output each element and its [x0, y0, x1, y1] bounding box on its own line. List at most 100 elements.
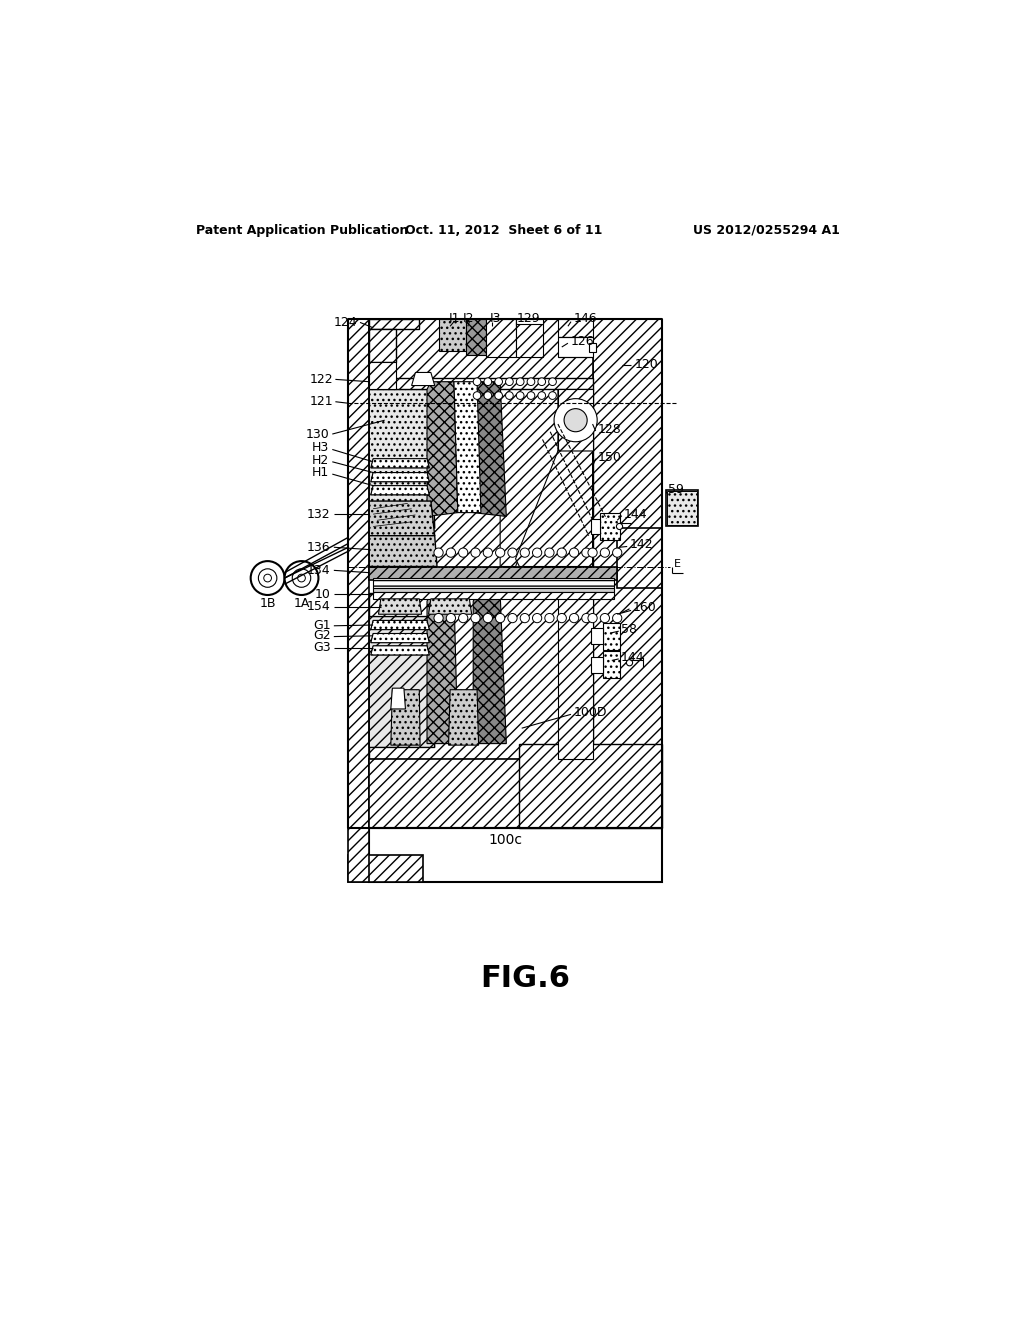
Polygon shape — [454, 381, 481, 512]
Circle shape — [434, 548, 443, 557]
Polygon shape — [500, 389, 558, 566]
Circle shape — [471, 614, 480, 623]
Polygon shape — [348, 829, 370, 882]
Circle shape — [532, 614, 542, 623]
Text: FIG.6: FIG.6 — [480, 964, 569, 993]
Text: 1B: 1B — [259, 597, 275, 610]
Polygon shape — [348, 855, 423, 882]
Circle shape — [471, 548, 480, 557]
Polygon shape — [370, 594, 593, 759]
Circle shape — [298, 574, 305, 582]
Circle shape — [264, 574, 271, 582]
Polygon shape — [558, 594, 593, 759]
Circle shape — [484, 378, 492, 385]
Polygon shape — [438, 318, 466, 351]
Circle shape — [506, 392, 513, 400]
Polygon shape — [370, 616, 435, 747]
Circle shape — [554, 399, 597, 442]
Text: I2: I2 — [463, 312, 475, 325]
Bar — [591, 628, 602, 644]
Bar — [600, 512, 620, 540]
Circle shape — [564, 409, 587, 432]
Circle shape — [527, 392, 535, 400]
Polygon shape — [373, 578, 614, 589]
Polygon shape — [373, 589, 614, 591]
Polygon shape — [370, 378, 593, 389]
Circle shape — [495, 392, 503, 400]
Circle shape — [483, 614, 493, 623]
Text: 124: 124 — [334, 315, 357, 329]
Polygon shape — [593, 318, 662, 829]
Text: 130: 130 — [305, 428, 330, 441]
Circle shape — [251, 561, 285, 595]
Polygon shape — [379, 599, 422, 614]
Circle shape — [483, 548, 493, 557]
Circle shape — [496, 614, 505, 623]
Polygon shape — [519, 743, 662, 829]
Circle shape — [538, 392, 546, 400]
Circle shape — [484, 392, 492, 400]
Text: 10: 10 — [315, 587, 331, 601]
Polygon shape — [515, 321, 543, 358]
Text: Patent Application Publication: Patent Application Publication — [196, 223, 409, 236]
Text: 144: 144 — [621, 651, 645, 664]
Text: E: E — [674, 560, 680, 569]
Text: 120: 120 — [635, 358, 658, 371]
Polygon shape — [486, 318, 515, 358]
Circle shape — [538, 378, 546, 385]
Text: 128: 128 — [598, 422, 622, 436]
Text: 59: 59 — [668, 483, 684, 496]
Polygon shape — [558, 337, 593, 358]
Circle shape — [557, 548, 566, 557]
Text: 126: 126 — [571, 335, 595, 348]
Text: G2: G2 — [313, 630, 331, 643]
Circle shape — [545, 548, 554, 557]
Circle shape — [600, 548, 609, 557]
Polygon shape — [370, 318, 419, 330]
Polygon shape — [370, 363, 396, 389]
Text: 100c: 100c — [488, 833, 522, 847]
Circle shape — [459, 614, 468, 623]
Text: H3: H3 — [312, 441, 330, 454]
Text: 122: 122 — [309, 372, 333, 385]
Circle shape — [532, 548, 542, 557]
Polygon shape — [391, 689, 420, 744]
Circle shape — [495, 378, 503, 385]
Polygon shape — [348, 318, 370, 829]
Text: 144: 144 — [624, 508, 647, 520]
Text: 134: 134 — [307, 564, 331, 577]
Polygon shape — [370, 759, 662, 829]
Polygon shape — [427, 381, 458, 516]
Polygon shape — [371, 620, 429, 630]
Polygon shape — [558, 389, 593, 451]
Polygon shape — [466, 318, 486, 355]
Text: US 2012/0255294 A1: US 2012/0255294 A1 — [692, 223, 840, 236]
Text: G1: G1 — [313, 619, 331, 631]
Polygon shape — [427, 594, 458, 743]
Polygon shape — [371, 486, 429, 495]
Text: 150: 150 — [598, 450, 622, 463]
Bar — [602, 623, 620, 649]
Text: G3: G3 — [313, 640, 331, 653]
Polygon shape — [370, 389, 593, 566]
Circle shape — [434, 614, 443, 623]
Circle shape — [473, 392, 481, 400]
Circle shape — [459, 548, 468, 557]
Polygon shape — [412, 372, 435, 385]
Text: Oct. 11, 2012  Sheet 6 of 11: Oct. 11, 2012 Sheet 6 of 11 — [406, 223, 603, 236]
Polygon shape — [370, 318, 593, 385]
Text: 154: 154 — [307, 601, 331, 612]
Circle shape — [588, 548, 597, 557]
Polygon shape — [473, 594, 506, 743]
Circle shape — [612, 548, 622, 557]
Circle shape — [582, 614, 591, 623]
Circle shape — [520, 614, 529, 623]
Polygon shape — [371, 645, 429, 655]
Circle shape — [545, 614, 554, 623]
Text: 1A: 1A — [293, 597, 309, 610]
Polygon shape — [515, 318, 543, 323]
Circle shape — [549, 378, 556, 385]
Text: 58: 58 — [621, 623, 637, 636]
Polygon shape — [558, 318, 593, 337]
Polygon shape — [449, 689, 478, 744]
